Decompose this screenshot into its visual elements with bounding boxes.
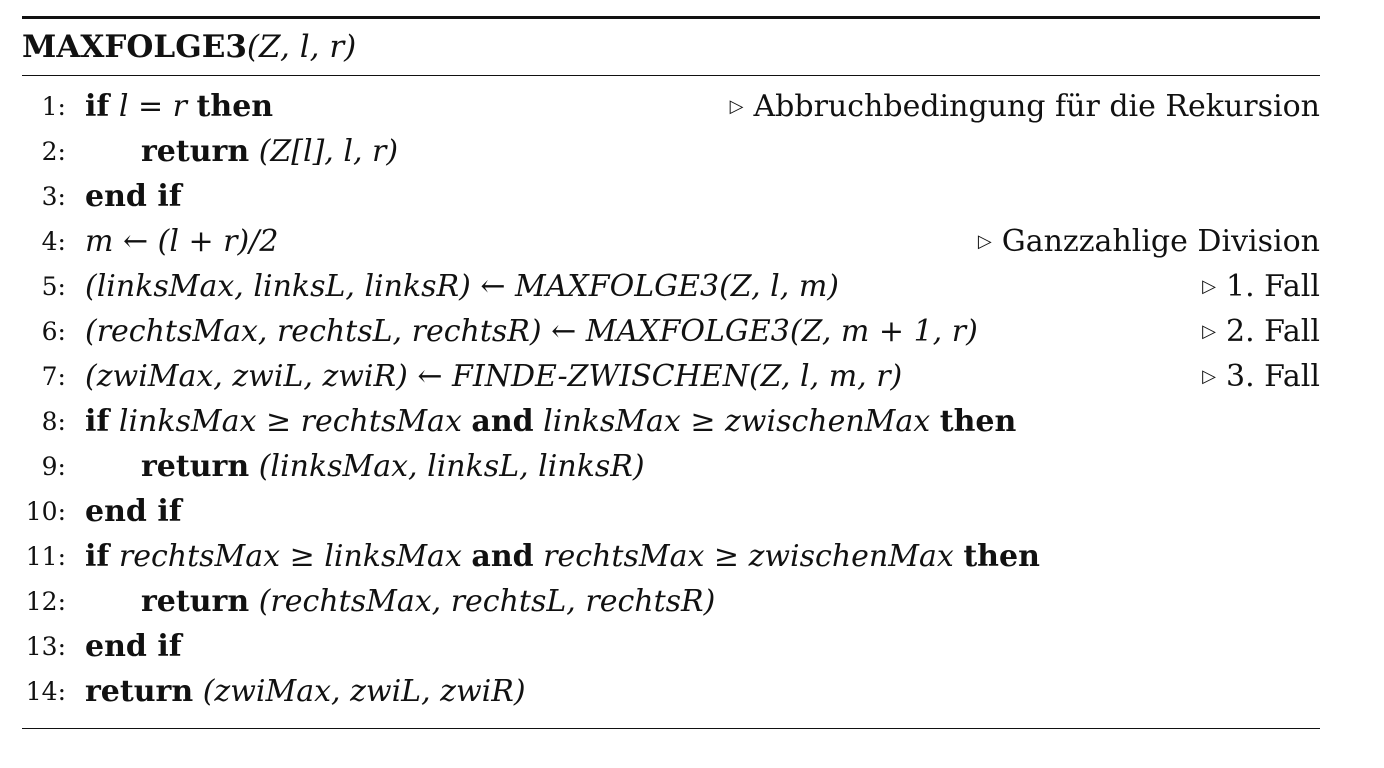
pseudocode-line: 5: (linksMax, linksL, linksR) ← MAXFOLGE3… bbox=[22, 264, 1320, 309]
line-code: end if bbox=[85, 624, 182, 669]
pseudocode-line: 2: return (Z[l], l, r) bbox=[22, 129, 1320, 174]
line-code: m ← (l + r)/2 bbox=[85, 219, 278, 264]
line-number: 7: bbox=[41, 362, 66, 391]
keyword: if bbox=[85, 404, 110, 439]
line-code: (zwiMax, zwiL, zwiR) ← FINDE-ZWISCHEN(Z,… bbox=[85, 354, 902, 399]
comment-text: 2. Fall bbox=[1225, 314, 1320, 349]
algorithm-name: MAXFOLGE3 bbox=[22, 29, 247, 65]
line-code: return (rechtsMax, rechtsL, rechtsR) bbox=[141, 579, 715, 624]
line-number: 2: bbox=[41, 137, 66, 166]
line-number: 9: bbox=[41, 452, 66, 481]
line-code: return (Z[l], l, r) bbox=[141, 129, 398, 174]
keyword: return bbox=[141, 134, 250, 169]
expression: (Z[l], l, r) bbox=[249, 134, 399, 169]
line-code: end if bbox=[85, 174, 182, 219]
algorithm-params: (Z, l, r) bbox=[246, 29, 357, 65]
keyword: end if bbox=[85, 494, 182, 529]
line-comment: ▷ Ganzzahlige Division bbox=[978, 219, 1320, 266]
pseudocode-line: 4: m ← (l + r)/2 ▷ Ganzzahlige Division bbox=[22, 219, 1320, 264]
pseudocode-line: 11: if rechtsMax ≥ linksMax and rechtsMax… bbox=[22, 534, 1320, 579]
comment-triangle-icon: ▷ bbox=[1202, 365, 1216, 387]
line-number: 4: bbox=[41, 227, 66, 256]
expression: l = r bbox=[109, 89, 197, 124]
comment-text: Abbruchbedingung für die Rekursion bbox=[753, 89, 1320, 124]
line-number: 1: bbox=[41, 92, 66, 121]
pseudocode-line: 13: end if bbox=[22, 624, 1320, 669]
line-number: 14: bbox=[25, 677, 66, 706]
line-code: return (linksMax, linksL, linksR) bbox=[141, 444, 645, 489]
algorithm-header: MAXFOLGE3(Z, l, r) bbox=[22, 19, 1320, 75]
keyword: then bbox=[963, 539, 1040, 574]
keyword: then bbox=[939, 404, 1017, 439]
comment-text: 3. Fall bbox=[1225, 359, 1320, 394]
expression: (rechtsMax, rechtsL, rechtsR) ← MAXFOLGE… bbox=[85, 314, 978, 349]
line-comment: ▷ 2. Fall bbox=[1202, 309, 1320, 356]
line-number: 5: bbox=[41, 272, 66, 301]
pseudocode-line: 10: end if bbox=[22, 489, 1320, 534]
keyword: return bbox=[85, 674, 194, 709]
keyword: return bbox=[141, 449, 250, 484]
line-code: if linksMax ≥ rechtsMax and linksMax ≥ z… bbox=[85, 399, 1016, 444]
line-code: end if bbox=[85, 489, 182, 534]
line-code: if rechtsMax ≥ linksMax and rechtsMax ≥ … bbox=[85, 534, 1040, 579]
line-number: 11: bbox=[25, 542, 66, 571]
line-number: 3: bbox=[41, 182, 66, 211]
expression: (linksMax, linksL, linksR) ← MAXFOLGE3(Z… bbox=[85, 269, 839, 304]
line-code: return (zwiMax, zwiL, zwiR) bbox=[85, 669, 526, 714]
keyword: if bbox=[85, 539, 110, 574]
pseudocode-line: 9: return (linksMax, linksL, linksR) bbox=[22, 444, 1320, 489]
pseudocode-line: 14: return (zwiMax, zwiL, zwiR) bbox=[22, 669, 1320, 714]
line-number: 13: bbox=[25, 632, 66, 661]
comment-triangle-icon: ▷ bbox=[1202, 275, 1216, 297]
top-rule bbox=[22, 16, 1320, 19]
pseudocode-line: 1: if l = r then ▷ Abbruchbedingung für die… bbox=[22, 84, 1320, 129]
bottom-rule bbox=[22, 728, 1320, 729]
line-code: (rechtsMax, rechtsL, rechtsR) ← MAXFOLGE… bbox=[85, 309, 978, 354]
keyword: return bbox=[141, 584, 250, 619]
pseudocode-line: 6: (rechtsMax, rechtsL, rechtsR) ← MAXFOL… bbox=[22, 309, 1320, 354]
line-comment: ▷ Abbruchbedingung für die Rekursion bbox=[730, 84, 1320, 131]
keyword: and bbox=[471, 404, 534, 439]
comment-triangle-icon: ▷ bbox=[1202, 320, 1216, 342]
expression: (rechtsMax, rechtsL, rechtsR) bbox=[249, 584, 716, 619]
header-rule bbox=[22, 75, 1320, 76]
expression: (zwiMax, zwiL, zwiR) ← FINDE-ZWISCHEN(Z,… bbox=[85, 359, 903, 394]
line-comment: ▷ 1. Fall bbox=[1202, 264, 1320, 311]
line-number: 10: bbox=[25, 497, 66, 526]
keyword: end if bbox=[85, 179, 182, 214]
pseudocode-lines: 1: if l = r then ▷ Abbruchbedingung für die… bbox=[22, 76, 1320, 714]
comment-triangle-icon: ▷ bbox=[729, 95, 744, 117]
keyword: and bbox=[471, 539, 534, 574]
pseudocode-line: 7: (zwiMax, zwiL, zwiR) ← FINDE-ZWISCHEN(… bbox=[22, 354, 1320, 399]
expression: rechtsMax ≥ zwischenMax bbox=[533, 539, 964, 574]
pseudocode-line: 3: end if bbox=[22, 174, 1320, 219]
expression: linksMax ≥ rechtsMax bbox=[109, 404, 472, 439]
expression: linksMax ≥ zwischenMax bbox=[533, 404, 940, 439]
pseudocode-line: 8: if linksMax ≥ rechtsMax and linksMax ≥… bbox=[22, 399, 1320, 444]
comment-text: Ganzzahlige Division bbox=[1001, 224, 1320, 259]
line-comment: ▷ 3. Fall bbox=[1202, 354, 1320, 401]
expression: rechtsMax ≥ linksMax bbox=[109, 539, 472, 574]
keyword: end if bbox=[85, 629, 182, 664]
expression: m ← (l + r)/2 bbox=[85, 224, 279, 259]
line-code: if l = r then bbox=[85, 84, 273, 129]
line-number: 6: bbox=[41, 317, 66, 346]
comment-triangle-icon: ▷ bbox=[977, 230, 992, 252]
line-code: (linksMax, linksL, linksR) ← MAXFOLGE3(Z… bbox=[85, 264, 839, 309]
pseudocode-line: 12: return (rechtsMax, rechtsL, rechtsR) bbox=[22, 579, 1320, 624]
keyword: then bbox=[196, 89, 274, 124]
line-number: 12: bbox=[25, 587, 66, 616]
line-number: 8: bbox=[41, 407, 66, 436]
algorithm-box: MAXFOLGE3(Z, l, r) 1: if l = r then ▷ Abbru… bbox=[22, 16, 1320, 729]
expression: (linksMax, linksL, linksR) bbox=[249, 449, 645, 484]
expression: (zwiMax, zwiL, zwiR) bbox=[193, 674, 526, 709]
comment-text: 1. Fall bbox=[1225, 269, 1320, 304]
keyword: if bbox=[85, 89, 110, 124]
